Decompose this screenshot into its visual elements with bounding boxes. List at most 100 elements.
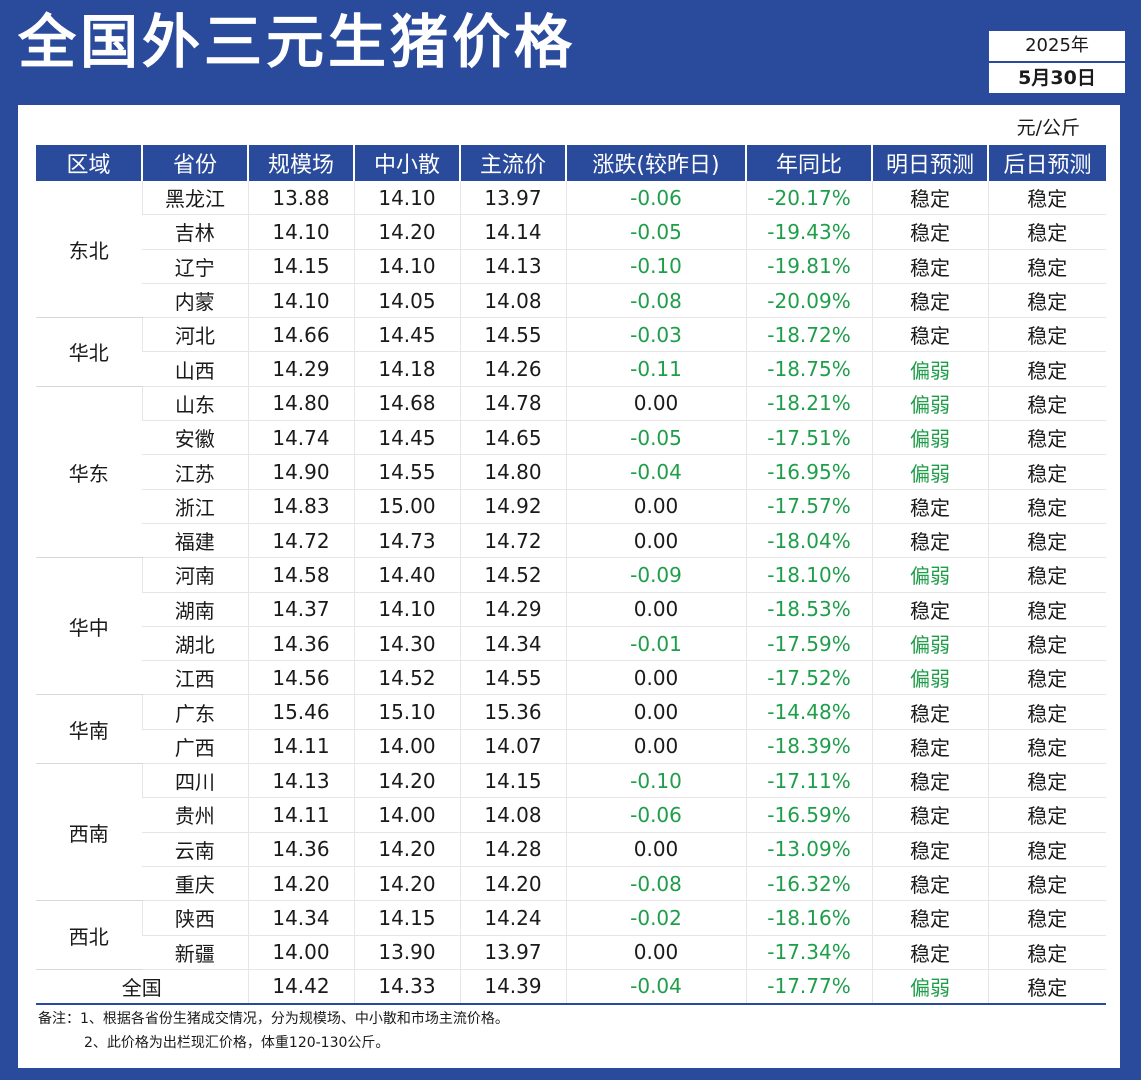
large-farm-price: 14.13: [247, 763, 354, 799]
large-farm-price: 14.66: [247, 317, 354, 353]
daily-change: -0.03: [565, 317, 746, 353]
small-farm-price: 14.55: [353, 454, 460, 490]
small-farm-price: 14.20: [353, 866, 460, 902]
forecast-tomorrow: 偏弱: [871, 557, 988, 593]
forecast-tomorrow: 稳定: [871, 283, 988, 319]
main-price: 14.15: [459, 763, 566, 799]
forecast-day-after: 稳定: [987, 729, 1106, 765]
yoy-change: -20.09%: [745, 283, 872, 319]
large-farm-price: 14.72: [247, 523, 354, 559]
yoy-change: -13.09%: [745, 832, 872, 867]
forecast-tomorrow: 稳定: [871, 935, 988, 970]
main-price: 13.97: [459, 181, 566, 216]
daily-change: -0.11: [565, 351, 746, 387]
province: 广东: [141, 694, 248, 730]
small-farm-price: 14.40: [353, 557, 460, 593]
forecast-tomorrow: 偏弱: [871, 660, 988, 696]
province: 内蒙: [142, 283, 248, 319]
main-price: 15.36: [459, 694, 566, 730]
daily-change: 0.00: [565, 489, 746, 524]
small-farm-price: 14.30: [353, 626, 460, 662]
main-price: 14.14: [459, 214, 566, 250]
main-price: 14.55: [459, 317, 566, 353]
province: 云南: [142, 832, 248, 867]
yoy-change: -17.11%: [745, 763, 872, 799]
yoy-change: -17.34%: [745, 935, 872, 970]
table-row: 内蒙 14.10 14.05 14.08 -0.08 -20.09% 稳定 稳定: [36, 283, 1106, 319]
column-header: 明日预测: [871, 145, 988, 181]
forecast-day-after: 稳定: [987, 592, 1106, 627]
price-table-panel: 元/公斤 区域 省份 规模场 中小散 主流价 涨跌(较昨日) 年同比 明日预测 后日预测 东北黑…: [18, 105, 1120, 1068]
note-line-1: 备注：1、根据各省份生猪成交情况，分为规模场、中小散和市场主流价格。: [38, 1011, 509, 1027]
daily-change: 0.00: [565, 832, 746, 867]
province: 陕西: [141, 900, 248, 936]
daily-change: -0.06: [565, 181, 746, 216]
forecast-day-after: 稳定: [987, 797, 1106, 833]
small-farm-price: 14.45: [353, 317, 460, 353]
main-price: 14.39: [459, 969, 566, 1006]
forecast-day-after: 稳定: [987, 249, 1106, 284]
forecast-tomorrow: 稳定: [871, 592, 988, 627]
table-row: 华中 河南 14.58 14.40 14.52 -0.09 -18.10% 偏弱 稳定: [36, 557, 1106, 696]
table-row: 安徽 14.74 14.45 14.65 -0.05 -17.51% 偏弱 稳定: [36, 420, 1106, 456]
large-farm-price: 15.46: [247, 694, 354, 730]
yoy-change: -18.10%: [745, 557, 872, 593]
small-farm-price: 14.52: [353, 660, 460, 696]
province: 山东: [141, 386, 248, 422]
province: 河北: [141, 317, 248, 353]
small-farm-price: 15.00: [353, 489, 460, 524]
total-label: 全国: [36, 969, 248, 1006]
large-farm-price: 14.29: [247, 351, 354, 387]
forecast-day-after: 稳定: [987, 969, 1106, 1006]
large-farm-price: 13.88: [247, 181, 354, 216]
yoy-change: -18.39%: [745, 729, 872, 765]
yoy-change: -17.51%: [745, 420, 872, 456]
yoy-change: -17.77%: [745, 969, 872, 1006]
forecast-tomorrow: 稳定: [871, 900, 988, 936]
date-day: 5月30日: [1018, 67, 1096, 89]
large-farm-price: 14.58: [247, 557, 354, 593]
unit-label: 元/公斤: [1016, 117, 1080, 139]
region-cell: 西南: [36, 763, 142, 902]
main-price: 14.65: [459, 420, 566, 456]
large-farm-price: 14.00: [247, 935, 354, 970]
main-price: 14.07: [459, 729, 566, 765]
province: 贵州: [142, 797, 248, 833]
large-farm-price: 14.36: [247, 832, 354, 867]
daily-change: -0.02: [565, 900, 746, 936]
small-farm-price: 14.15: [353, 900, 460, 936]
daily-change: -0.08: [565, 283, 746, 319]
small-farm-price: 14.05: [353, 283, 460, 319]
province: 四川: [141, 763, 248, 799]
small-farm-price: 15.10: [353, 694, 460, 730]
table-row: 新疆 14.00 13.90 13.97 0.00 -17.34% 稳定 稳定: [36, 935, 1106, 970]
small-farm-price: 14.00: [353, 797, 460, 833]
forecast-day-after: 稳定: [987, 935, 1106, 970]
daily-change: 0.00: [565, 694, 746, 730]
daily-change: 0.00: [565, 523, 746, 559]
table-row: 湖南 14.37 14.10 14.29 0.00 -18.53% 稳定 稳定: [36, 592, 1106, 627]
forecast-day-after: 稳定: [987, 181, 1106, 216]
main-price: 14.72: [459, 523, 566, 559]
main-price: 14.28: [459, 832, 566, 867]
page-title: 全国外三元生猪价格: [18, 8, 577, 76]
note-line-2: 2、此价格为出栏现汇价格，体重120-130公斤。: [84, 1035, 390, 1051]
small-farm-price: 14.33: [353, 969, 460, 1006]
region-cell: 华东: [36, 386, 142, 559]
yoy-change: -18.53%: [745, 592, 872, 627]
table-row: 贵州 14.11 14.00 14.08 -0.06 -16.59% 稳定 稳定: [36, 797, 1106, 833]
province: 河南: [141, 557, 248, 593]
forecast-day-after: 稳定: [987, 420, 1106, 456]
yoy-change: -17.52%: [745, 660, 872, 696]
yoy-change: -14.48%: [745, 694, 872, 730]
forecast-tomorrow: 稳定: [871, 489, 988, 524]
large-farm-price: 14.10: [247, 214, 354, 250]
main-price: 14.26: [459, 351, 566, 387]
table-header-row: 区域 省份 规模场 中小散 主流价 涨跌(较昨日) 年同比 明日预测 后日预测: [36, 145, 1106, 181]
region-cell: 西北: [36, 900, 142, 970]
main-price: 14.55: [459, 660, 566, 696]
forecast-day-after: 稳定: [987, 900, 1106, 936]
forecast-day-after: 稳定: [987, 832, 1106, 867]
yoy-change: -18.04%: [745, 523, 872, 559]
forecast-tomorrow: 稳定: [871, 866, 988, 902]
